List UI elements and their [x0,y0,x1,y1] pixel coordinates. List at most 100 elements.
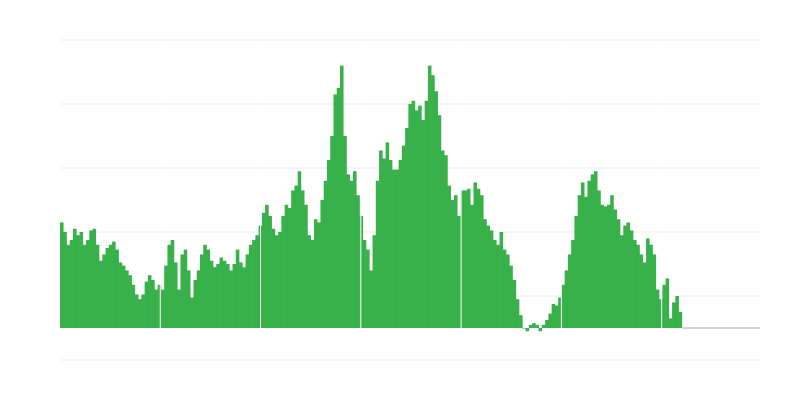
bar [431,75,435,328]
bar [668,318,673,328]
bar [115,249,119,328]
bar [60,222,64,328]
bar [418,105,422,328]
bar [405,128,409,328]
bar [522,328,526,329]
bar [222,260,227,328]
bar [164,265,168,328]
bar [652,254,657,328]
bar [242,267,246,328]
bar [216,264,220,328]
bar [206,249,211,328]
bar [457,216,461,328]
bar [486,225,491,328]
bar [470,204,474,328]
bar [340,65,344,328]
bar [173,262,178,328]
bar [460,190,465,328]
bar [493,240,497,328]
bar [388,160,393,328]
bar [447,185,451,328]
bar [603,206,608,328]
bar [294,185,298,328]
bar [190,297,194,328]
bar [554,305,559,328]
bar [102,254,106,328]
bar [232,264,237,328]
bar [73,228,77,328]
bar [274,235,279,328]
bar [395,169,399,328]
bar [548,313,552,328]
bar [333,94,338,329]
bar [362,240,367,328]
bar [125,270,129,328]
bar [580,182,585,328]
bar [672,302,676,328]
bar [450,200,455,328]
bar [408,104,412,328]
bar [567,254,572,328]
bar [63,232,67,328]
bar [154,289,158,328]
bar [606,204,611,328]
bar [600,204,605,328]
bar [265,204,269,328]
bar [235,249,240,328]
bar [76,235,80,328]
bar [466,188,471,328]
bar [281,216,285,328]
bar [112,241,116,328]
bar [128,275,132,328]
bar [587,180,591,328]
bar [134,294,139,328]
bar [593,171,598,328]
bar [564,270,569,328]
bar [261,212,266,328]
bar [629,230,634,328]
bars [60,65,683,332]
bar [385,142,390,328]
bar [646,238,650,328]
bar [535,324,539,328]
bar [473,182,478,328]
bar [248,244,253,328]
bar [437,115,442,328]
bar [584,196,588,328]
bar [147,275,152,328]
bar [278,232,282,328]
bar [515,299,520,328]
bar [401,145,406,328]
bar [476,188,481,328]
bar [626,222,631,328]
bar [424,100,429,328]
bar [675,296,679,328]
bar [512,280,517,328]
bar [167,244,171,328]
bar [528,324,533,328]
bar [440,150,445,328]
bar [239,262,243,328]
bar [89,230,93,328]
bar [574,216,578,328]
bar [193,280,198,328]
period-separators [159,40,663,328]
bar [427,65,432,328]
bar [636,244,640,328]
bar [525,328,530,332]
bar [229,270,233,328]
bar [268,216,272,328]
bar [463,190,468,328]
bar [509,265,513,328]
bar [108,244,113,328]
bar [317,222,321,328]
bar [506,254,510,328]
bar [502,249,507,328]
bar [287,208,292,328]
bar [545,320,549,328]
bar [326,160,331,328]
bar [421,120,425,328]
bar [480,195,484,328]
bar [665,278,670,328]
